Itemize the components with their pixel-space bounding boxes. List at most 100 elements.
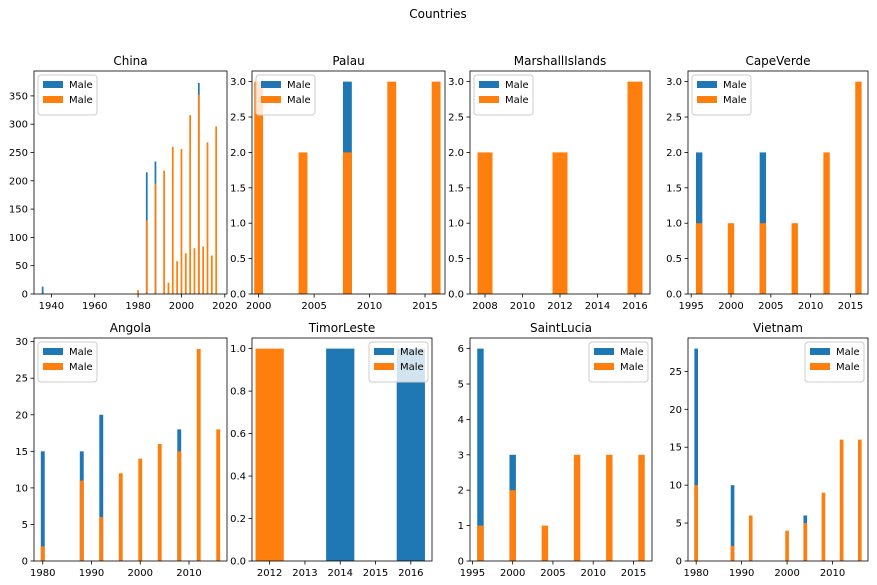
x-tick-label: 1995 (678, 301, 703, 312)
y-tick-label: 6 (458, 344, 464, 355)
y-tick-label: 0.4 (230, 472, 246, 483)
bar-male-b (177, 451, 182, 561)
subplot-title: CapeVerde (745, 54, 810, 68)
legend: Male Male (588, 341, 649, 383)
x-tick-label: 2015 (621, 568, 646, 579)
bar-male-a (41, 286, 44, 294)
legend-label: Male (69, 95, 93, 106)
x-tick-label: 2000 (718, 301, 743, 312)
y-tick-label: 2.0 (666, 148, 682, 159)
bar-male-b (477, 525, 484, 561)
legend: Male Male (37, 74, 98, 116)
legend-swatch (810, 348, 830, 355)
legend-swatch (43, 96, 63, 103)
y-tick-label: 1.0 (666, 219, 682, 230)
plot-frame (251, 70, 446, 295)
x-tick-label: 2010 (357, 301, 382, 312)
bar-male-b (202, 246, 205, 294)
legend-label: Male (723, 95, 747, 106)
x-tick-label: 2005 (540, 568, 565, 579)
y-tick-label: 1.0 (448, 219, 464, 230)
x-tick-label: 2010 (176, 568, 201, 579)
x-tick-label: 2012 (257, 568, 282, 579)
legend: Male Male (368, 341, 429, 383)
legend-swatch (374, 348, 394, 355)
bar-male-b (137, 290, 139, 294)
y-tick-label: 2.5 (666, 113, 682, 124)
legend-label: Male (287, 95, 311, 106)
bar-male-b (145, 220, 148, 294)
bar-male-b (210, 255, 213, 294)
bar-male-b (821, 492, 826, 561)
x-tick-label: 2000 (500, 568, 525, 579)
y-tick-label: 0.5 (666, 254, 682, 265)
x-tick-label: 2010 (510, 301, 535, 312)
legend-label: Male (836, 362, 860, 373)
bar-male-b (197, 94, 200, 294)
y-tick-label: 2 (458, 486, 464, 497)
y-tick-label: 30 (15, 337, 28, 348)
y-tick-label: 15 (669, 443, 682, 454)
y-tick-label: 10 (669, 481, 682, 492)
plot-frame (33, 337, 228, 562)
y-tick-label: 250 (9, 148, 28, 159)
bar-male-b (118, 473, 123, 561)
subplot-title: TimorLeste (308, 321, 375, 335)
x-tick-label: 1940 (39, 301, 64, 312)
legend-swatch (43, 348, 63, 355)
y-tick-label: 4 (458, 415, 464, 426)
legend-swatch (479, 96, 499, 103)
y-tick-label: 1.0 (230, 344, 246, 355)
bar-male-b (180, 149, 183, 294)
bar-male-b (858, 439, 862, 561)
y-tick-label: 20 (669, 405, 682, 416)
y-tick-label: 2.5 (230, 113, 246, 124)
bar-male-b (509, 490, 516, 561)
legend: Male Male (255, 74, 316, 116)
y-tick-label: 1.5 (448, 183, 464, 194)
legend-label: Male (620, 347, 644, 358)
subplot-capeverde: CapeVerde 1995 2000 2005 2010 2015 0.0 0.5 1.0 1.… (666, 54, 869, 312)
bar-male-b (694, 485, 698, 561)
x-tick-label: 2013 (292, 568, 317, 579)
y-tick-label: 0.0 (666, 290, 682, 301)
bar-male-b (573, 454, 581, 561)
bar-male-b (176, 261, 178, 294)
legend-swatch (594, 348, 614, 355)
legend-label: Male (505, 80, 529, 91)
subplot-china: China 1940 1960 1980 2000 2020 0 50 100 150 200 250… (9, 54, 238, 312)
plot-frame (687, 70, 869, 295)
bar-male-b (157, 444, 162, 561)
bar-male-b (839, 439, 844, 561)
y-tick-label: 200 (9, 176, 28, 187)
legend-swatch (261, 96, 281, 103)
bar-male-b (298, 152, 308, 294)
y-tick-label: 0 (676, 557, 682, 568)
bar-male-b (748, 515, 753, 561)
bar-male-a (396, 348, 425, 561)
bar-male-b (171, 146, 174, 294)
legend-swatch (43, 363, 63, 370)
x-tick-label: 2005 (758, 301, 783, 312)
bar-male-b (154, 183, 157, 294)
legend-label: Male (287, 80, 311, 91)
x-tick-label: 2010 (798, 301, 823, 312)
bar-male-b (730, 545, 735, 561)
bar-male-b (342, 152, 352, 294)
legend-swatch (374, 363, 394, 370)
x-tick-label: 1980 (30, 568, 55, 579)
y-tick-label: 0 (458, 557, 464, 568)
bar-male-b (99, 517, 104, 561)
bar-male-a (99, 414, 104, 561)
y-tick-label: 0.6 (230, 429, 246, 440)
subplot-saintlucia: SaintLucia 1995 2000 2005 2010 2015 0 1 2 3 4 5 6 Mal… (458, 321, 653, 579)
legend: Male Male (804, 341, 865, 383)
subplot-title: Vietnam (753, 321, 803, 335)
y-tick-label: 5 (458, 380, 464, 391)
x-tick-label: 1995 (460, 568, 485, 579)
x-tick-label: 2016 (622, 301, 647, 312)
y-tick-label: 350 (9, 91, 28, 102)
x-tick-label: 2008 (472, 301, 497, 312)
bar-male-b (638, 454, 645, 561)
